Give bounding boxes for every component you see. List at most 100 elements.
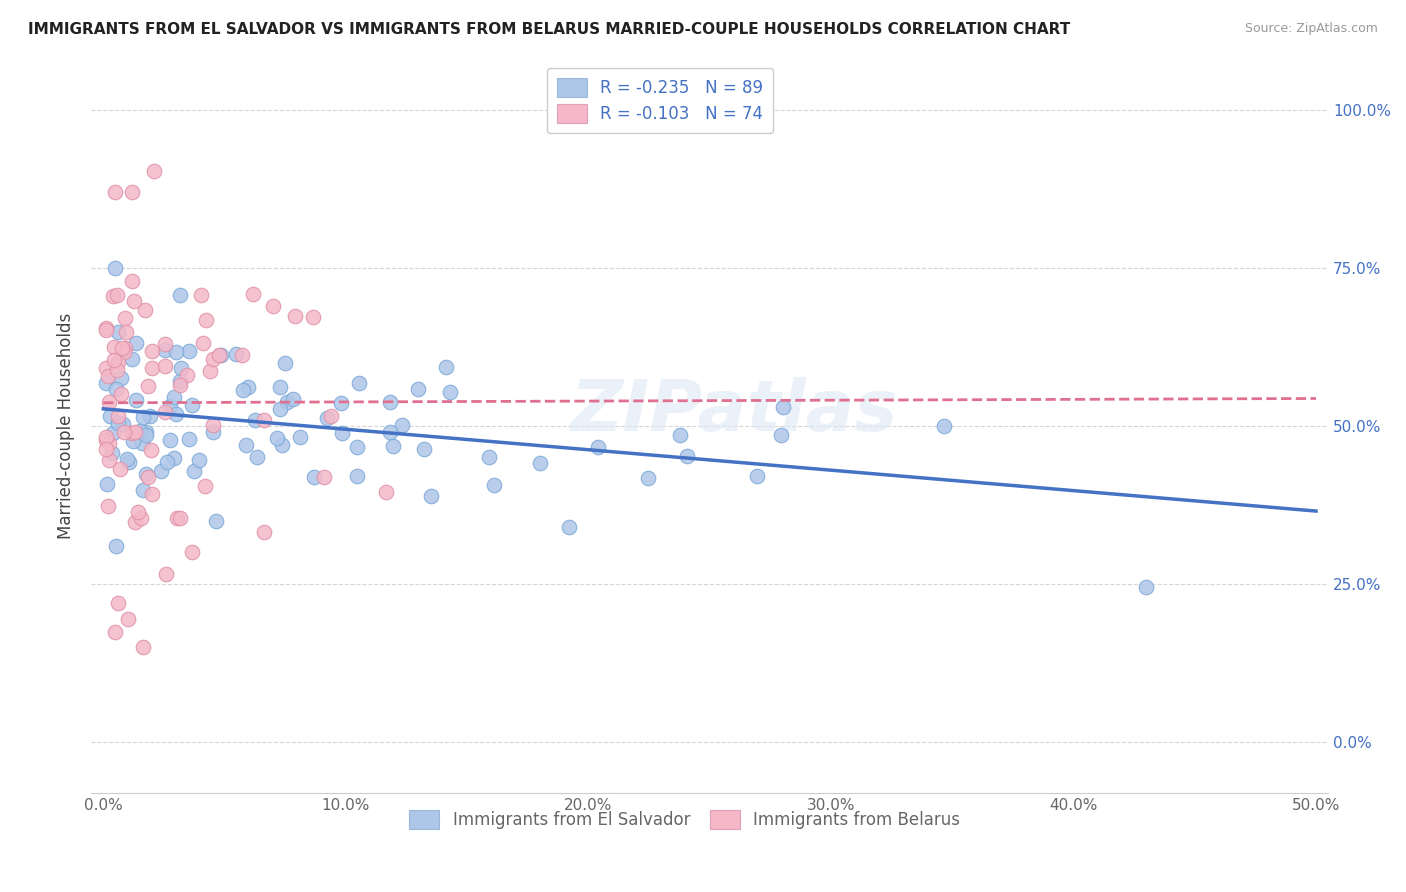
Legend: Immigrants from El Salvador, Immigrants from Belarus: Immigrants from El Salvador, Immigrants … bbox=[402, 803, 967, 836]
Point bbox=[94, 433, 117, 447]
Point bbox=[406, 382, 429, 396]
Point bbox=[170, 361, 193, 376]
Point bbox=[105, 363, 128, 377]
Point bbox=[262, 299, 284, 313]
Point bbox=[482, 477, 505, 491]
Point bbox=[131, 436, 153, 450]
Point bbox=[112, 425, 135, 439]
Point bbox=[115, 325, 138, 339]
Point bbox=[107, 596, 129, 610]
Point bbox=[103, 352, 125, 367]
Y-axis label: Married-couple Households: Married-couple Households bbox=[58, 313, 75, 540]
Point bbox=[153, 343, 176, 358]
Point bbox=[190, 287, 212, 301]
Point bbox=[115, 452, 138, 467]
Point bbox=[122, 294, 145, 309]
Point bbox=[98, 453, 121, 467]
Point bbox=[155, 337, 177, 351]
Point bbox=[94, 442, 117, 457]
Point bbox=[180, 398, 202, 412]
Point bbox=[165, 407, 187, 421]
Point bbox=[94, 321, 117, 335]
Point bbox=[198, 364, 221, 378]
Point bbox=[135, 425, 157, 440]
Text: ZIPatlas: ZIPatlas bbox=[571, 377, 898, 446]
Point bbox=[169, 374, 191, 388]
Point bbox=[124, 425, 146, 439]
Point bbox=[202, 425, 225, 439]
Point bbox=[98, 409, 121, 423]
Text: IMMIGRANTS FROM EL SALVADOR VS IMMIGRANTS FROM BELARUS MARRIED-COUPLE HOUSEHOLDS: IMMIGRANTS FROM EL SALVADOR VS IMMIGRANT… bbox=[28, 22, 1070, 37]
Point bbox=[94, 430, 117, 444]
Point bbox=[101, 446, 124, 460]
Point bbox=[94, 376, 117, 390]
Point bbox=[111, 341, 134, 355]
Point bbox=[97, 368, 120, 383]
Point bbox=[194, 312, 217, 326]
Point bbox=[252, 413, 274, 427]
Point bbox=[434, 360, 457, 375]
Point bbox=[121, 186, 143, 200]
Point bbox=[104, 624, 127, 639]
Point bbox=[107, 325, 129, 339]
Point bbox=[96, 361, 118, 376]
Point bbox=[209, 348, 232, 362]
Point bbox=[637, 470, 659, 484]
Point bbox=[380, 425, 402, 440]
Point bbox=[131, 483, 153, 498]
Point bbox=[114, 341, 136, 355]
Point bbox=[138, 409, 160, 424]
Point bbox=[439, 385, 461, 400]
Point bbox=[252, 524, 274, 539]
Point bbox=[150, 464, 173, 478]
Point bbox=[104, 186, 127, 200]
Point bbox=[231, 348, 253, 362]
Point bbox=[558, 519, 581, 533]
Point bbox=[193, 335, 215, 350]
Point bbox=[281, 392, 304, 407]
Point bbox=[1135, 580, 1157, 594]
Point bbox=[155, 566, 177, 581]
Point bbox=[112, 417, 135, 431]
Point bbox=[183, 464, 205, 478]
Point bbox=[225, 347, 247, 361]
Point bbox=[187, 453, 209, 467]
Point bbox=[107, 354, 129, 368]
Point bbox=[165, 345, 187, 359]
Point bbox=[166, 511, 188, 525]
Point bbox=[117, 612, 139, 626]
Point bbox=[134, 302, 156, 317]
Point bbox=[301, 310, 323, 324]
Point bbox=[121, 426, 143, 441]
Point bbox=[284, 309, 307, 323]
Point bbox=[121, 434, 143, 448]
Point bbox=[127, 505, 149, 519]
Point bbox=[159, 433, 181, 447]
Point bbox=[269, 402, 291, 417]
Point bbox=[138, 470, 160, 484]
Point bbox=[110, 386, 132, 401]
Point bbox=[243, 413, 266, 427]
Point bbox=[232, 384, 254, 398]
Point bbox=[208, 348, 231, 362]
Point bbox=[378, 395, 401, 409]
Point bbox=[163, 390, 186, 404]
Point bbox=[110, 371, 132, 385]
Point bbox=[125, 336, 148, 351]
Point bbox=[138, 378, 160, 392]
Point bbox=[316, 411, 339, 425]
Point bbox=[141, 361, 163, 376]
Point bbox=[121, 274, 143, 288]
Point bbox=[128, 424, 150, 438]
Point bbox=[381, 439, 404, 453]
Point bbox=[276, 394, 298, 409]
Point bbox=[235, 438, 257, 452]
Point bbox=[669, 427, 692, 442]
Point bbox=[124, 515, 146, 529]
Point bbox=[105, 382, 128, 396]
Point bbox=[236, 380, 259, 394]
Point bbox=[270, 438, 292, 452]
Point bbox=[169, 377, 191, 392]
Point bbox=[314, 469, 336, 483]
Point bbox=[125, 392, 148, 407]
